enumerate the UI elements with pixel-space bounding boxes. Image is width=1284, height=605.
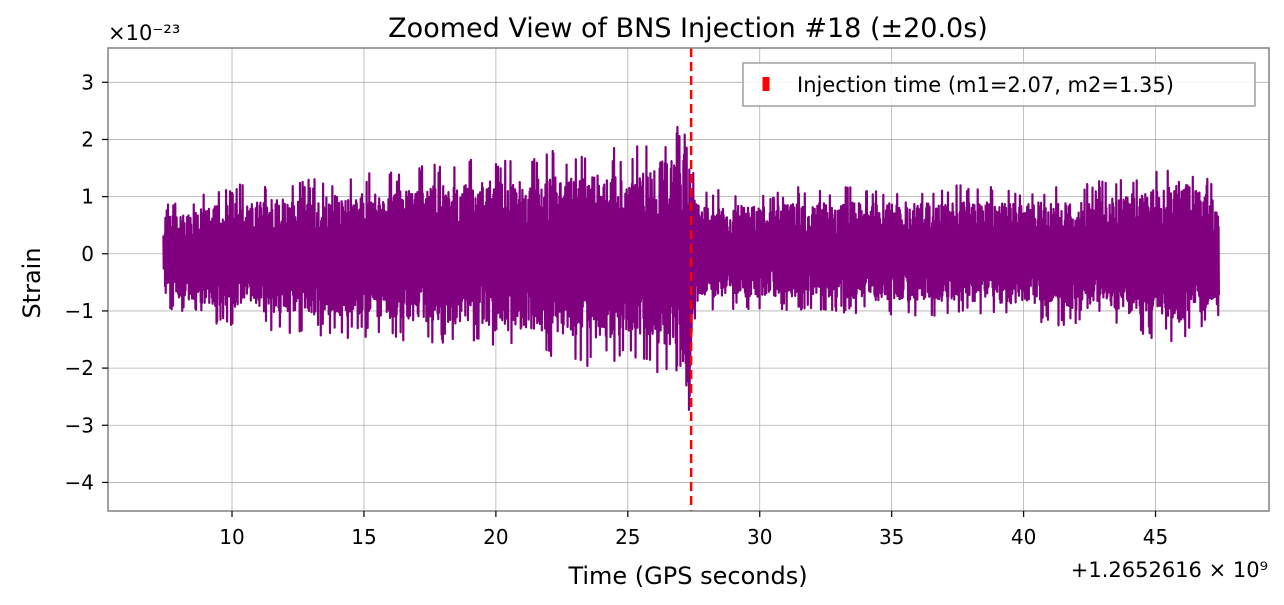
y-tick-label: −1	[65, 299, 94, 323]
x-tick-label: 35	[879, 525, 904, 549]
y-tick-label: −2	[65, 356, 94, 380]
y-tick-label: −3	[65, 413, 94, 437]
x-tick-label: 30	[747, 525, 772, 549]
y-tick-label: 1	[81, 185, 94, 209]
x-tick-label: 40	[1011, 525, 1036, 549]
plot-frame	[107, 47, 1270, 512]
y-tick-label: 0	[81, 242, 94, 266]
x-tick-label: 10	[219, 525, 244, 549]
y-axis-label: Strain	[18, 247, 46, 318]
legend-box	[742, 62, 1256, 107]
x-tick-label: 25	[615, 525, 640, 549]
x-tick-label: 45	[1143, 525, 1168, 549]
x-tick-label: 20	[483, 525, 508, 549]
x-offset-label: +1.2652616 × 10⁹	[1071, 558, 1268, 582]
y-tick-label: −4	[65, 470, 94, 494]
y-tick-label: 3	[81, 70, 94, 94]
chart-title: Zoomed View of BNS Injection #18 (±20.0s…	[388, 13, 988, 44]
x-tick-label: 15	[351, 525, 376, 549]
legend-label: Injection time (m1=2.07, m2=1.35)	[797, 73, 1174, 97]
x-axis-label: Time (GPS seconds)	[567, 562, 807, 590]
y-tick-label: 2	[81, 127, 94, 151]
y-scale-label: ×10⁻²³	[108, 21, 180, 45]
legend: Injection time (m1=2.07, m2=1.35)	[742, 62, 1256, 107]
